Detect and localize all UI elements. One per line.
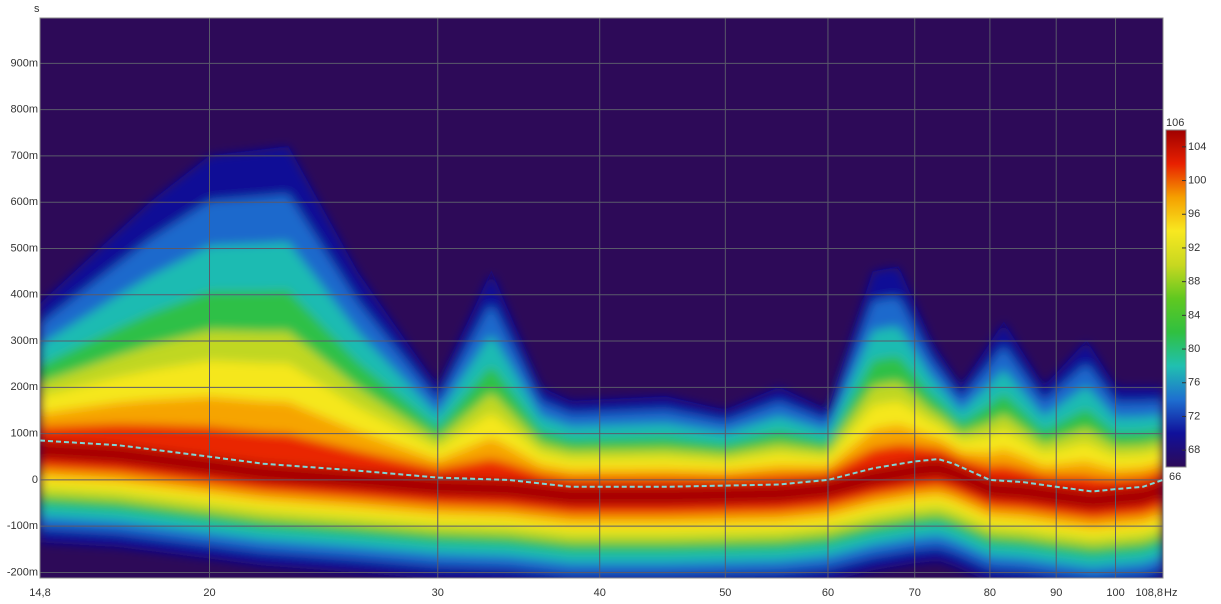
x-tick-label: 108,8 xyxy=(1135,587,1163,599)
y-tick-label: 900m xyxy=(10,57,38,69)
x-tick-label: 80 xyxy=(984,587,996,599)
colorbar-tick-label: 96 xyxy=(1188,208,1200,220)
y-tick-label: 700m xyxy=(10,150,38,162)
envelope-edge xyxy=(40,146,1163,412)
ridge-line xyxy=(39,439,1164,493)
heatmap-layers xyxy=(40,146,1163,578)
y-tick-label: 0 xyxy=(32,474,38,486)
x-unit-label: Hz xyxy=(1164,587,1177,599)
x-tick-label: 50 xyxy=(719,587,731,599)
x-tick-label: 70 xyxy=(909,587,921,599)
y-tick-label: 500m xyxy=(10,242,38,254)
y-tick-label: -100m xyxy=(7,520,38,532)
y-tick-label: 200m xyxy=(10,381,38,393)
y-tick-label: 600m xyxy=(10,196,38,208)
colorbar-tick-label: 84 xyxy=(1188,309,1200,321)
colorbar-min-label: 66 xyxy=(1169,471,1181,483)
colorbar-tick-label: 104 xyxy=(1188,141,1206,153)
colorbar-tick-label: 88 xyxy=(1188,276,1200,288)
heatmap-band xyxy=(40,423,1163,520)
y-tick-label: 800m xyxy=(10,104,38,116)
x-tick-label: 100 xyxy=(1106,587,1124,599)
colorbar-tick-label: 80 xyxy=(1188,343,1200,355)
colorbar-tick-label: 76 xyxy=(1188,377,1200,389)
colorbar-tick-label: 68 xyxy=(1188,444,1200,456)
x-tick-label: 30 xyxy=(432,587,444,599)
colorbar xyxy=(1165,129,1187,468)
y-tick-label: -200m xyxy=(7,566,38,578)
colorbar-tick-label: 100 xyxy=(1188,174,1206,186)
x-tick-label: 60 xyxy=(822,587,834,599)
colorbar-tick-label: 72 xyxy=(1188,410,1200,422)
colorbar-tick-label: 92 xyxy=(1188,242,1200,254)
y-tick-label: 400m xyxy=(10,289,38,301)
x-tick-label: 40 xyxy=(594,587,606,599)
heatmap xyxy=(40,146,1163,578)
y-tick-label: 300m xyxy=(10,335,38,347)
plot-border xyxy=(39,17,1164,579)
y-tick-label: 100m xyxy=(10,428,38,440)
y-axis-label: s xyxy=(34,3,40,15)
heatmap-band xyxy=(40,440,1163,510)
x-tick-label: 14,8 xyxy=(29,587,50,599)
colorbar-max-label: 106 xyxy=(1166,117,1184,129)
x-tick-label: 20 xyxy=(203,587,215,599)
x-tick-label: 90 xyxy=(1050,587,1062,599)
